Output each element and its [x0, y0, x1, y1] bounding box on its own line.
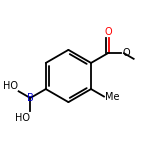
Text: B: B: [27, 93, 34, 103]
Text: HO: HO: [3, 81, 18, 91]
Text: HO: HO: [15, 113, 29, 123]
Text: O: O: [123, 48, 130, 58]
Text: Me: Me: [105, 92, 119, 102]
Text: O: O: [104, 26, 112, 36]
